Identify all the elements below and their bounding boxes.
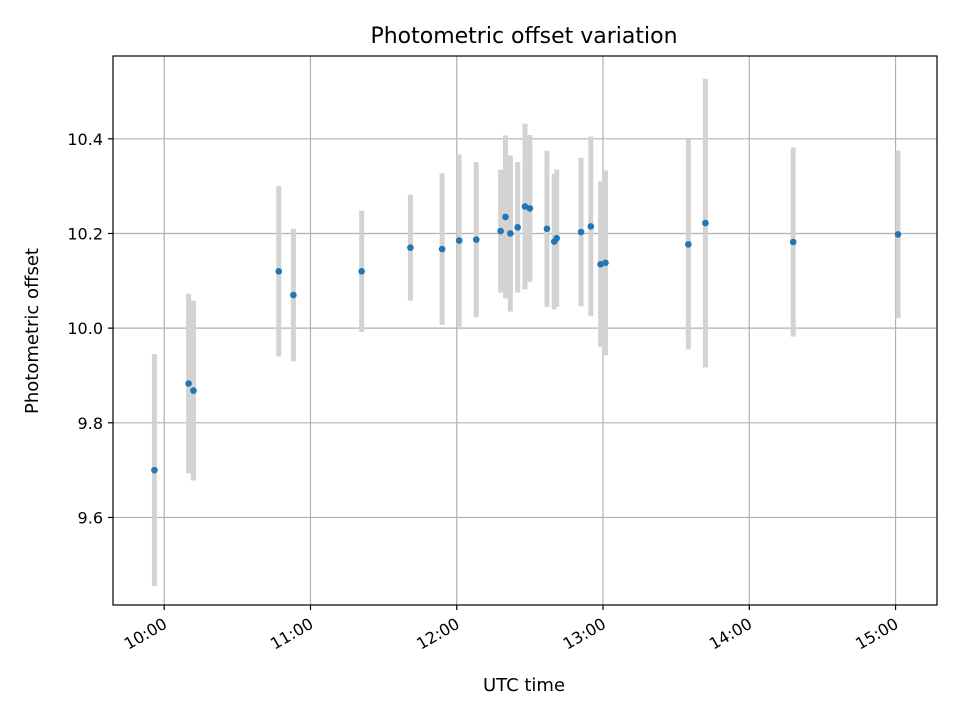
y-tick-label: 10.2 — [67, 224, 103, 243]
data-point — [472, 236, 480, 243]
y-tick-label: 10.4 — [67, 130, 103, 149]
data-point — [502, 213, 509, 221]
data-point — [151, 466, 158, 474]
y-tick-label: 10.0 — [67, 319, 103, 338]
data-point — [290, 291, 297, 299]
data-point — [185, 380, 192, 387]
y-tick-label: 9.6 — [78, 508, 103, 527]
data-point — [702, 219, 709, 227]
x-tick-label: 13:00 — [560, 614, 609, 654]
x-tick-label: 14:00 — [706, 614, 755, 654]
x-tick-label: 10:00 — [121, 614, 170, 654]
data-point — [514, 224, 521, 231]
data-point — [789, 238, 797, 246]
grid-layer — [113, 56, 937, 605]
data-point — [553, 234, 560, 242]
data-point — [438, 245, 446, 253]
data-point — [577, 228, 585, 236]
chart-title: Photometric offset variation — [370, 24, 677, 49]
data-point — [685, 241, 692, 248]
data-point — [526, 205, 534, 212]
x-tick-label: 11:00 — [267, 614, 316, 654]
point-layer — [151, 203, 902, 474]
data-point — [587, 223, 595, 230]
data-point — [894, 231, 902, 238]
x-tick-label: 12:00 — [413, 614, 462, 654]
data-point — [455, 237, 463, 244]
data-point — [190, 387, 197, 394]
data-point — [407, 244, 414, 251]
x-axis-title: UTC time — [483, 675, 565, 696]
data-point — [602, 259, 609, 267]
data-point — [543, 225, 551, 233]
data-point — [507, 230, 514, 237]
plot-frame — [112, 55, 938, 606]
data-point — [358, 268, 365, 275]
errorbar-layer — [151, 78, 901, 587]
y-axis-title: Photometric offset — [22, 248, 43, 414]
data-point — [275, 268, 283, 275]
x-tick-label: 15:00 — [852, 614, 901, 654]
y-tick-label: 9.8 — [78, 414, 103, 433]
data-point — [497, 227, 504, 235]
